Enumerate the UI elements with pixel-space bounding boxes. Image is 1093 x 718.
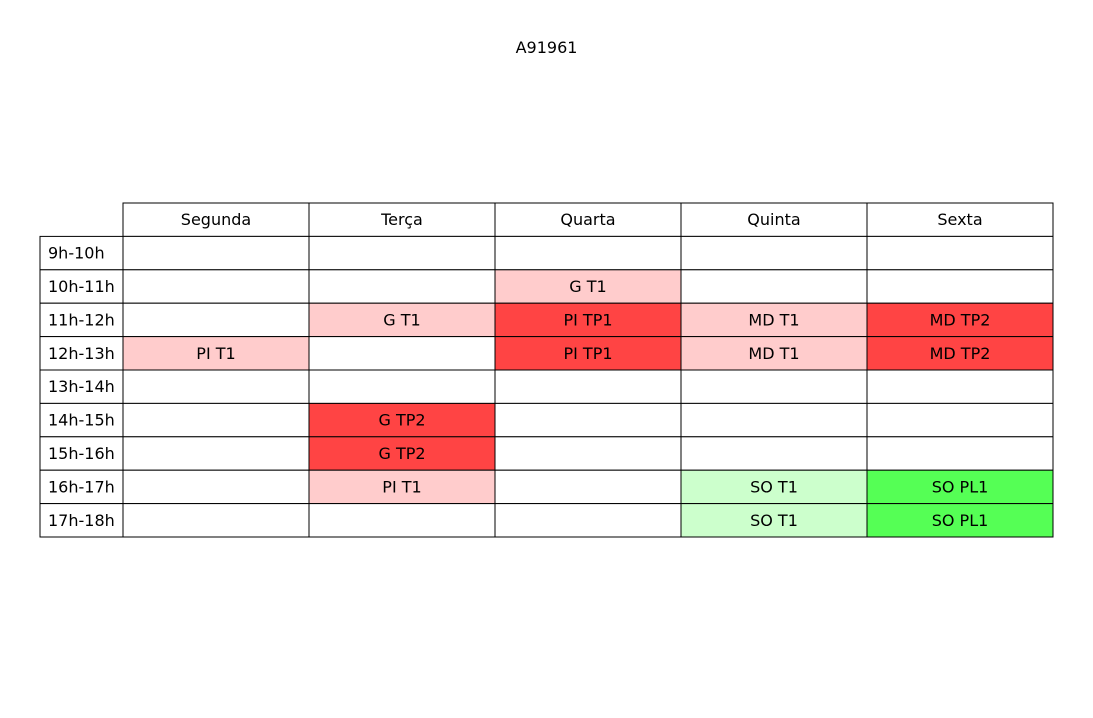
row-label-cell bbox=[39, 503, 124, 538]
table-cell bbox=[494, 402, 682, 438]
class-label: G TP2 bbox=[378, 444, 425, 463]
table-cell bbox=[680, 235, 868, 271]
table-cell bbox=[308, 503, 496, 538]
class-label: SO T1 bbox=[750, 477, 798, 496]
table-cell bbox=[866, 269, 1054, 304]
column-header: Quinta bbox=[747, 210, 800, 229]
row-label: 14h-15h bbox=[48, 411, 115, 430]
row-label: 15h-16h bbox=[48, 444, 115, 463]
table-cell bbox=[680, 402, 868, 438]
table-cell bbox=[494, 302, 682, 338]
class-label: SO T1 bbox=[750, 511, 798, 530]
class-label: PI TP1 bbox=[563, 344, 612, 363]
table-cell bbox=[122, 469, 310, 505]
row-label-cell bbox=[39, 469, 124, 505]
table-cell bbox=[866, 402, 1054, 438]
class-label: G TP2 bbox=[378, 411, 425, 430]
class-label: SO PL1 bbox=[932, 511, 989, 530]
column-header: Quarta bbox=[560, 210, 615, 229]
table-cell bbox=[494, 369, 682, 404]
column-header: Sexta bbox=[937, 210, 982, 229]
table-cell bbox=[308, 235, 496, 271]
class-label: MD TP2 bbox=[930, 344, 991, 363]
row-label: 12h-13h bbox=[48, 344, 115, 363]
table-cell bbox=[122, 302, 310, 338]
table-cell bbox=[680, 302, 868, 338]
text-layer: Segunda Terça Quarta Quinta Sexta 9h-10h 10h-1… bbox=[48, 210, 990, 530]
table-cell bbox=[308, 269, 496, 304]
class-label: G T1 bbox=[383, 310, 420, 329]
table-cell bbox=[494, 235, 682, 271]
class-label: MD T1 bbox=[748, 310, 799, 329]
table-cell bbox=[494, 436, 682, 471]
table-cell bbox=[866, 369, 1054, 404]
table-cell bbox=[308, 469, 496, 505]
row-label-cell bbox=[39, 235, 124, 271]
class-label: SO PL1 bbox=[932, 477, 989, 496]
class-label: PI T1 bbox=[196, 344, 235, 363]
table-cell bbox=[122, 269, 310, 304]
table-cell bbox=[122, 436, 310, 471]
class-label: G T1 bbox=[569, 277, 606, 296]
row-label: 16h-17h bbox=[48, 477, 115, 496]
table-cell bbox=[122, 336, 310, 371]
row-label: 13h-14h bbox=[48, 377, 115, 396]
class-label: PI TP1 bbox=[563, 310, 612, 329]
table-cell bbox=[122, 402, 310, 438]
row-label: 10h-11h bbox=[48, 277, 115, 296]
table-cell bbox=[308, 369, 496, 404]
table-cell bbox=[122, 503, 310, 538]
table-cell bbox=[866, 503, 1054, 538]
class-label: PI T1 bbox=[382, 477, 421, 496]
row-label-cell bbox=[39, 436, 124, 471]
table-cell bbox=[866, 302, 1054, 338]
table-cell bbox=[680, 503, 868, 538]
table-cell bbox=[308, 336, 496, 371]
table-cell bbox=[680, 436, 868, 471]
table-cell bbox=[494, 469, 682, 505]
row-label-cell bbox=[39, 302, 124, 338]
column-header-cell bbox=[866, 202, 1054, 237]
row-label: 17h-18h bbox=[48, 511, 115, 530]
row-label-cell bbox=[39, 336, 124, 371]
table-cell bbox=[866, 336, 1054, 371]
table-cell bbox=[122, 369, 310, 404]
chart-title: A91961 bbox=[515, 38, 578, 57]
table-cell bbox=[866, 436, 1054, 471]
row-label-cell bbox=[39, 269, 124, 304]
class-label: MD T1 bbox=[748, 344, 799, 363]
table-cell bbox=[494, 503, 682, 538]
table-cell bbox=[122, 235, 310, 271]
table-cell bbox=[680, 369, 868, 404]
cells-layer bbox=[39, 202, 1054, 538]
table-cell bbox=[866, 235, 1054, 271]
table-cell bbox=[866, 469, 1054, 505]
row-label: 11h-12h bbox=[48, 310, 115, 329]
column-header: Terça bbox=[380, 210, 423, 229]
row-label: 9h-10h bbox=[48, 244, 105, 263]
row-label-cell bbox=[39, 369, 124, 404]
table-cell bbox=[680, 269, 868, 304]
table-cell bbox=[494, 269, 682, 304]
column-header: Segunda bbox=[181, 210, 251, 229]
class-label: MD TP2 bbox=[930, 310, 991, 329]
